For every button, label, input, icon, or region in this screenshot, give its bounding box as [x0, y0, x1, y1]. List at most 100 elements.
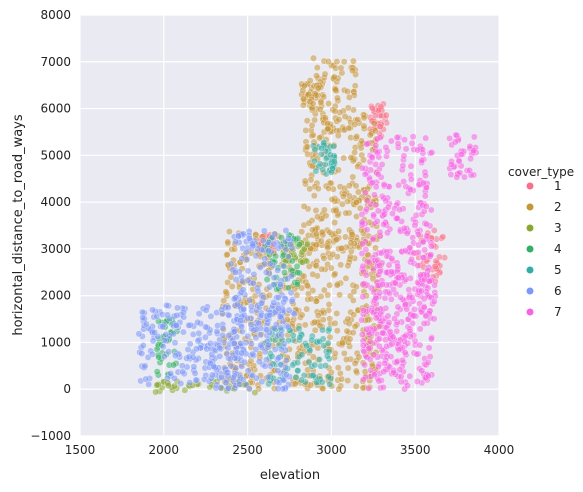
- data-point: [403, 229, 411, 237]
- data-point: [372, 160, 380, 168]
- data-point: [311, 157, 318, 165]
- data-point: [387, 137, 395, 145]
- data-point: [326, 315, 334, 323]
- data-point: [279, 376, 287, 384]
- data-point: [213, 327, 221, 335]
- data-point: [320, 206, 328, 214]
- data-point: [257, 299, 265, 307]
- data-point: [362, 271, 370, 279]
- data-point: [244, 367, 252, 375]
- data-point: [389, 210, 396, 218]
- data-point: [245, 234, 253, 242]
- data-point: [171, 352, 179, 360]
- data-point: [365, 384, 373, 392]
- data-point: [345, 124, 353, 132]
- data-point: [224, 238, 232, 246]
- data-point: [277, 281, 285, 288]
- data-point: [294, 367, 302, 375]
- data-point: [322, 212, 330, 220]
- data-point: [412, 211, 420, 219]
- data-point: [142, 375, 150, 383]
- data-point: [365, 345, 373, 353]
- y-tick-label: 2000: [40, 289, 71, 303]
- data-point: [375, 335, 383, 343]
- data-point: [242, 248, 250, 256]
- data-point: [367, 366, 375, 374]
- data-point: [326, 380, 334, 388]
- data-point: [379, 383, 387, 391]
- data-point: [282, 227, 290, 234]
- data-point: [255, 358, 263, 366]
- data-point: [347, 239, 355, 247]
- y-axis-label: horizontal_distance_to_road_ways: [11, 114, 26, 336]
- y-tick-label: 8000: [40, 8, 71, 22]
- data-point: [423, 220, 431, 228]
- data-point: [374, 170, 382, 178]
- data-point: [345, 93, 353, 101]
- data-point: [344, 315, 352, 323]
- data-point: [179, 368, 187, 376]
- data-point: [394, 303, 402, 311]
- data-point: [421, 246, 429, 254]
- data-point: [314, 185, 322, 193]
- data-point: [326, 333, 334, 341]
- data-point: [385, 319, 393, 326]
- data-point: [247, 321, 255, 329]
- data-point: [370, 371, 378, 379]
- data-point: [399, 162, 407, 170]
- data-point: [397, 293, 405, 301]
- data-point: [274, 385, 282, 393]
- data-point: [400, 152, 408, 160]
- data-point: [195, 329, 203, 337]
- data-point: [391, 279, 399, 287]
- data-point: [279, 262, 287, 270]
- data-point: [264, 373, 272, 381]
- data-point: [369, 179, 377, 187]
- data-point: [171, 374, 178, 382]
- data-point: [288, 297, 296, 305]
- legend-label-1: 1: [554, 179, 562, 193]
- data-point: [268, 233, 276, 241]
- data-point: [270, 274, 278, 282]
- data-point: [368, 153, 376, 161]
- data-point: [171, 339, 179, 347]
- data-point: [372, 314, 380, 322]
- data-point: [390, 369, 398, 377]
- data-point: [238, 323, 246, 331]
- data-point: [461, 173, 468, 181]
- data-point: [218, 306, 226, 314]
- data-point: [401, 247, 409, 255]
- data-point: [410, 305, 418, 313]
- data-point: [316, 160, 324, 168]
- data-point: [402, 300, 410, 308]
- data-point: [218, 373, 226, 381]
- data-point: [303, 281, 311, 289]
- data-point: [352, 182, 360, 190]
- data-point: [428, 149, 436, 156]
- data-point: [338, 200, 346, 208]
- data-point: [306, 347, 314, 354]
- data-point: [225, 332, 233, 340]
- data-point: [455, 157, 463, 165]
- data-point: [323, 352, 331, 360]
- data-point: [350, 288, 358, 295]
- data-point: [331, 319, 339, 327]
- y-tick-label: 6000: [40, 102, 71, 116]
- data-point: [344, 364, 352, 372]
- data-point: [467, 155, 475, 163]
- data-point: [422, 312, 430, 320]
- data-point: [359, 306, 367, 314]
- data-point: [320, 286, 328, 294]
- data-point: [281, 269, 288, 276]
- data-point: [358, 164, 366, 172]
- data-point: [420, 179, 428, 187]
- data-point: [299, 101, 307, 109]
- data-point: [251, 389, 259, 397]
- data-point: [330, 73, 338, 81]
- legend-label-3: 3: [554, 221, 562, 235]
- data-point: [210, 362, 218, 370]
- data-point: [389, 333, 397, 341]
- data-point: [324, 291, 332, 299]
- data-point: [388, 340, 396, 348]
- data-point: [330, 142, 338, 150]
